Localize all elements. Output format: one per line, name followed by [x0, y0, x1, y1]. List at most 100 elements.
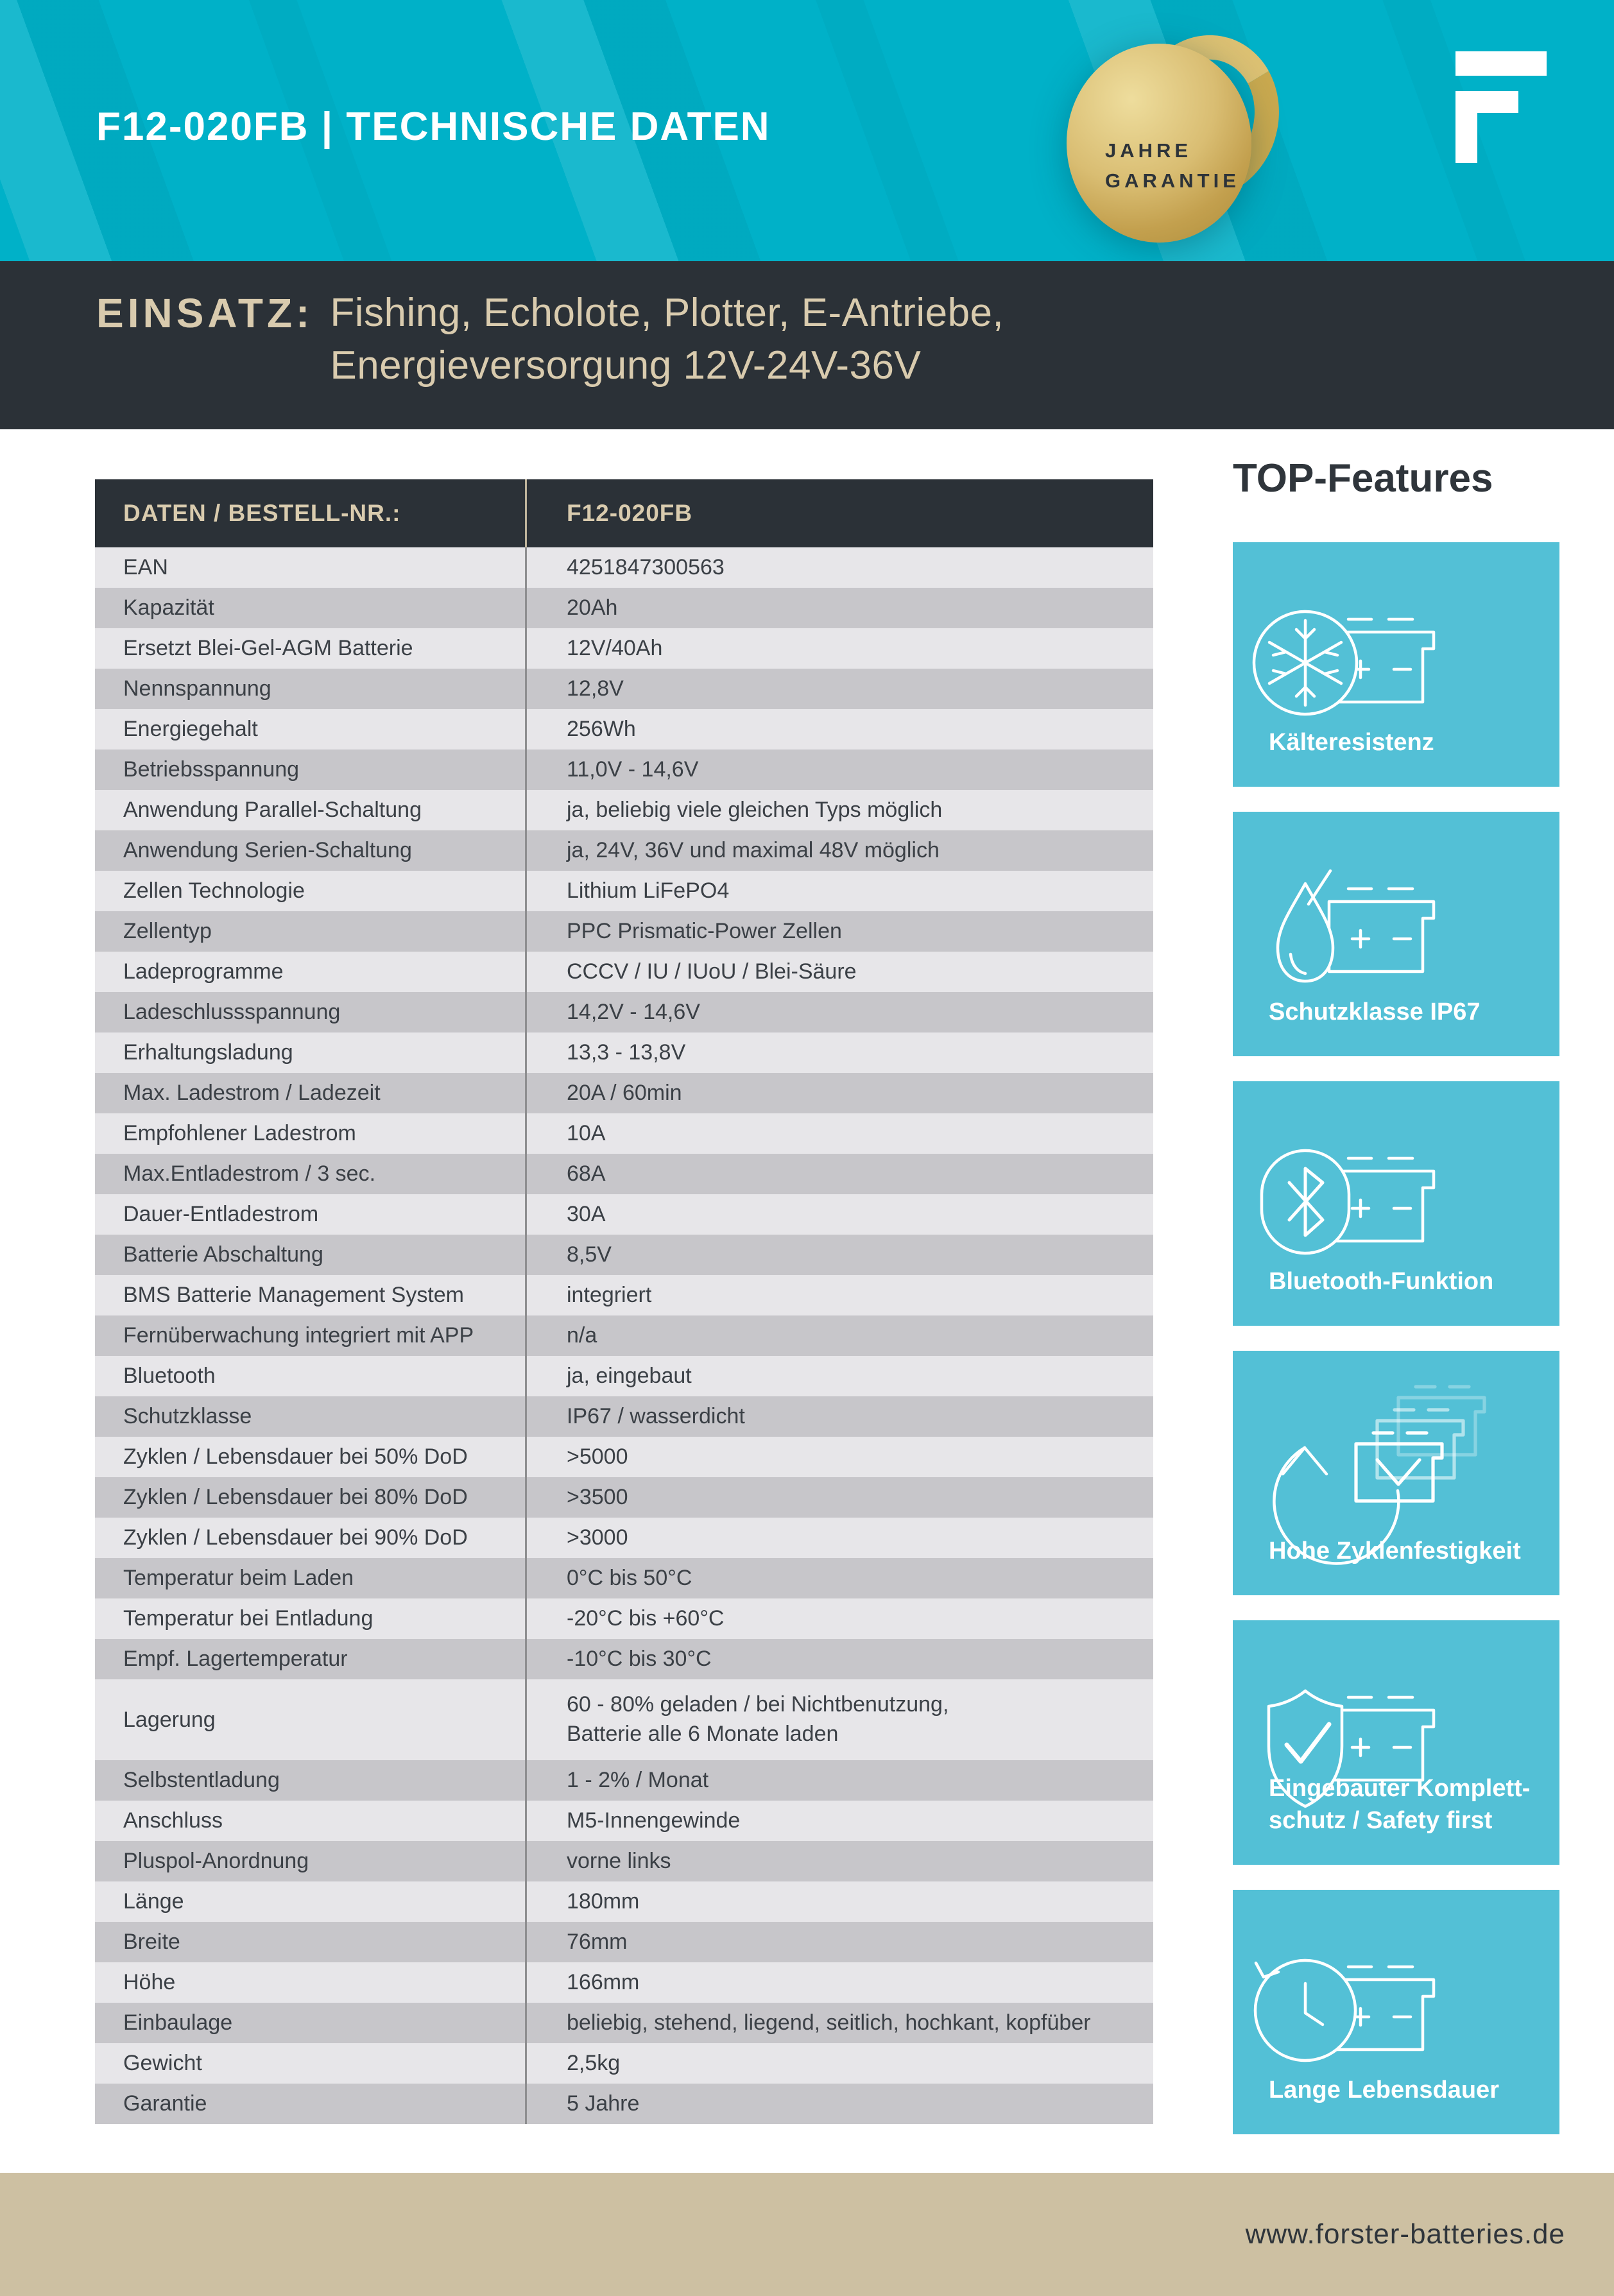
warranty-badge: JAHRE GARANTIE	[1067, 19, 1296, 250]
table-header-row: DATEN / BESTELL-NR.: F12-020FB	[95, 479, 1153, 547]
row-label: Nennspannung	[123, 676, 271, 701]
table-row: Zyklen / Lebensdauer bei 90% DoD >3000	[95, 1518, 1153, 1558]
table-row: Anwendung Parallel-Schaltung ja, beliebig…	[95, 790, 1153, 830]
row-label: Anwendung Serien-Schaltung	[123, 838, 412, 862]
feature-label: Eingebauter Komplett- schutz / Safety fi…	[1269, 1775, 1531, 1834]
row-value: beliebig, stehend, liegend, seitlich, ho…	[525, 2003, 1153, 2043]
row-value: 30A	[525, 1194, 1153, 1235]
table-row: Zyklen / Lebensdauer bei 80% DoD >3500	[95, 1477, 1153, 1518]
table-header-col2: F12-020FB	[525, 479, 1153, 547]
table-row: Kapazität 20Ah	[95, 588, 1153, 628]
table-row: Bluetooth ja, eingebaut	[95, 1356, 1153, 1396]
snowflake-battery-icon	[1252, 610, 1436, 716]
usage-text: Fishing, Echolote, Plotter, E-Antriebe, …	[330, 287, 1004, 392]
table-row: Selbstentladung 1 - 2% / Monat	[95, 1760, 1153, 1801]
table-row: Anschluss M5-Innengewinde	[95, 1801, 1153, 1841]
table-row: Lagerung 60 - 80% geladen / bei Nichtbenu…	[95, 1679, 1153, 1760]
feature-card-bluetooth: Bluetooth-Funktion	[1233, 1081, 1559, 1326]
warranty-badge-text: JAHRE GARANTIE	[1105, 136, 1240, 196]
table-row: Einbaulage beliebig, stehend, liegend, se…	[95, 2003, 1153, 2043]
row-value: n/a	[525, 1315, 1153, 1356]
table-row: Gewicht 2,5kg	[95, 2043, 1153, 2084]
usage-line2: Energieversorgung 12V-24V-36V	[330, 343, 922, 388]
row-label: Selbstentladung	[123, 1768, 280, 1792]
feature-card-kaelteresistenz: Kälteresistenz	[1233, 542, 1559, 787]
row-label: Zellentyp	[123, 919, 212, 943]
feature-card-schutzklasse: Schutzklasse IP67	[1233, 812, 1559, 1056]
table-row: Max. Ladestrom / Ladezeit 20A / 60min	[95, 1073, 1153, 1113]
table-row: Max.Entladestrom / 3 sec. 68A	[95, 1154, 1153, 1194]
feature-label: Bluetooth-Funktion	[1269, 1267, 1494, 1295]
usage-line1: Fishing, Echolote, Plotter, E-Antriebe,	[330, 291, 1004, 335]
gold-disc-icon	[1067, 44, 1251, 243]
forster-logo-icon	[1455, 51, 1547, 163]
table-row: Batterie Abschaltung 8,5V	[95, 1235, 1153, 1275]
bluetooth-battery-icon	[1260, 1149, 1436, 1255]
row-value: 11,0V - 14,6V	[525, 750, 1153, 790]
feature-card-zyklenfestigkeit: Hohe Zyklenfestigkeit	[1233, 1351, 1559, 1595]
row-value: Lithium LiFePO4	[525, 871, 1153, 911]
table-row: Höhe 166mm	[95, 1962, 1153, 2003]
row-label: Temperatur bei Entladung	[123, 1606, 373, 1631]
table-row: Ladeschlussspannung 14,2V - 14,6V	[95, 992, 1153, 1032]
row-value: -10°C bis 30°C	[525, 1639, 1153, 1679]
table-row: Erhaltungsladung 13,3 - 13,8V	[95, 1032, 1153, 1073]
row-value: 60 - 80% geladen / bei Nichtbenutzung, B…	[525, 1679, 1153, 1760]
row-label: Erhaltungsladung	[123, 1040, 293, 1065]
table-row: Zyklen / Lebensdauer bei 50% DoD >5000	[95, 1437, 1153, 1477]
row-label: Schutzklasse	[123, 1404, 252, 1428]
row-label: Anwendung Parallel-Schaltung	[123, 798, 422, 822]
row-value: PPC Prismatic-Power Zellen	[525, 911, 1153, 952]
row-value: >5000	[525, 1437, 1153, 1477]
feature-label: Lange Lebensdauer	[1269, 2076, 1499, 2103]
table-row: Nennspannung 12,8V	[95, 669, 1153, 709]
row-value: 68A	[525, 1154, 1153, 1194]
row-value: 2,5kg	[525, 2043, 1153, 2084]
row-label: EAN	[123, 555, 168, 579]
table-row: Dauer-Entladestrom 30A	[95, 1194, 1153, 1235]
row-value: 12,8V	[525, 669, 1153, 709]
table-row: Betriebsspannung 11,0V - 14,6V	[95, 750, 1153, 790]
badge-line1: JAHRE	[1105, 139, 1192, 162]
table-row: Empfohlener Ladestrom 10A	[95, 1113, 1153, 1154]
table-row: Energiegehalt 256Wh	[95, 709, 1153, 750]
row-label: Zyklen / Lebensdauer bei 50% DoD	[123, 1444, 468, 1469]
spec-table-body: EAN 4251847300563 Kapazität 20Ah Ersetzt Ble…	[95, 547, 1153, 2124]
row-value: 13,3 - 13,8V	[525, 1032, 1153, 1073]
row-label: Einbaulage	[123, 2010, 233, 2035]
badge-line2: GARANTIE	[1105, 169, 1240, 192]
row-value: ja, beliebig viele gleichen Typs möglich	[525, 790, 1153, 830]
row-label: Zyklen / Lebensdauer bei 90% DoD	[123, 1525, 468, 1550]
row-label: Bluetooth	[123, 1364, 216, 1388]
row-value: 10A	[525, 1113, 1153, 1154]
features-title: TOP-Features	[1233, 456, 1493, 501]
page-title: F12-020FB | TECHNISCHE DATEN	[96, 105, 771, 149]
table-row: Pluspol-Anordnung vorne links	[95, 1841, 1153, 1881]
row-value: ja, eingebaut	[525, 1356, 1153, 1396]
table-row: Anwendung Serien-Schaltung ja, 24V, 36V u…	[95, 830, 1153, 871]
row-value: vorne links	[525, 1841, 1153, 1881]
row-value: >3500	[525, 1477, 1153, 1518]
row-label: Ladeprogramme	[123, 959, 284, 984]
row-label: BMS Batterie Management System	[123, 1283, 465, 1307]
usage-band: EINSATZ: Fishing, Echolote, Plotter, E-A…	[0, 261, 1614, 429]
row-value: 0°C bis 50°C	[525, 1558, 1153, 1598]
row-label: Lagerung	[123, 1707, 216, 1732]
row-label: Breite	[123, 1930, 180, 1954]
row-value: 256Wh	[525, 709, 1153, 750]
spec-table: DATEN / BESTELL-NR.: F12-020FB EAN 425184…	[95, 479, 1153, 2124]
row-value: 8,5V	[525, 1235, 1153, 1275]
row-label: Empf. Lagertemperatur	[123, 1647, 348, 1671]
table-row: Garantie 5 Jahre	[95, 2084, 1153, 2124]
row-label: Zyklen / Lebensdauer bei 80% DoD	[123, 1485, 468, 1509]
table-row: Fernüberwachung integriert mit APP n/a	[95, 1315, 1153, 1356]
table-row: Schutzklasse IP67 / wasserdicht	[95, 1396, 1153, 1437]
row-value: 180mm	[525, 1881, 1153, 1922]
row-label: Kapazität	[123, 595, 214, 620]
header-banner: F12-020FB | TECHNISCHE DATEN JAHRE GARAN…	[0, 0, 1614, 261]
row-label: Max. Ladestrom / Ladezeit	[123, 1081, 381, 1105]
row-value: ja, 24V, 36V und maximal 48V möglich	[525, 830, 1153, 871]
waterdrop-battery-icon	[1276, 869, 1436, 983]
row-value: integriert	[525, 1275, 1153, 1315]
